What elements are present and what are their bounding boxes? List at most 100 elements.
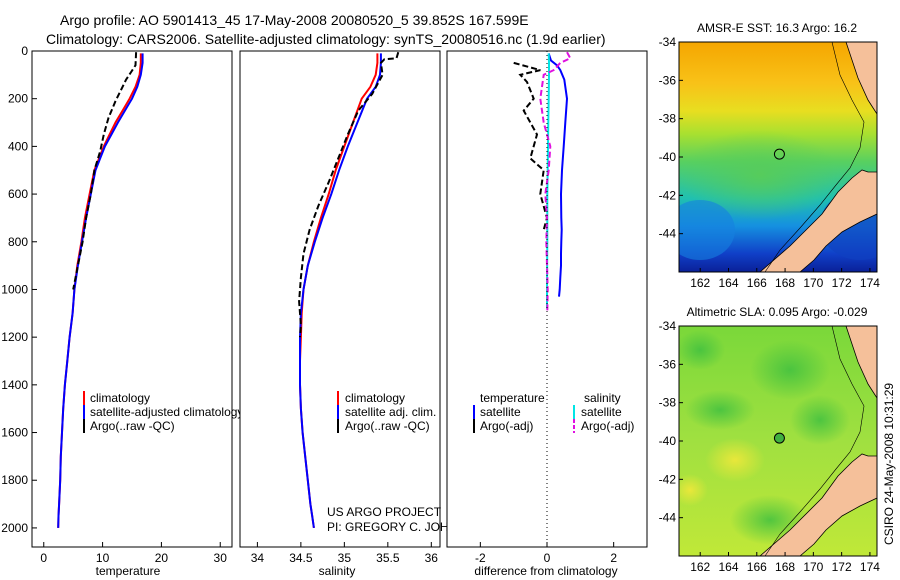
x-tick-label: 34.5 — [289, 551, 313, 565]
y-tick-label: 1400 — [1, 378, 28, 392]
map-y-tick-label: -34 — [659, 35, 677, 49]
title-line-1: Argo profile: AO 5901413_45 17-May-2008 … — [60, 12, 529, 28]
map-x-tick-label: 172 — [832, 560, 852, 574]
y-tick-label: 200 — [8, 92, 28, 106]
x-tick-label: 10 — [96, 551, 110, 565]
salinity-xlabel: salinity — [319, 564, 356, 578]
sla-map-title: Altimetric SLA: 0.095 Argo: -0.029 — [687, 305, 868, 319]
series-line-argo-raw-qc- — [298, 51, 400, 338]
map-x-tick-label: 162 — [690, 276, 710, 290]
map-y-tick-label: -40 — [659, 434, 677, 448]
y-tick-label: 600 — [8, 187, 28, 201]
series-line-temperature-satellite — [547, 53, 569, 297]
series-line-satellite-adj-clim- — [299, 53, 382, 529]
map-y-tick-label: -44 — [659, 511, 677, 525]
y-tick-label: 1800 — [1, 473, 28, 487]
legend-label-sal-argo: Argo(-adj) — [581, 419, 634, 433]
map-x-tick-label: 162 — [690, 560, 710, 574]
legend-label-argo: Argo(..raw -QC) — [345, 419, 430, 433]
map-y-tick-label: -38 — [659, 112, 677, 126]
sla-map-ticks: 162 164 166 168 170 172 174 -34 -36 -38 -40 -42 -44 — [659, 319, 881, 574]
sla-coast-north — [845, 326, 877, 399]
map-x-tick-label: 174 — [860, 560, 880, 574]
temperature-lines — [57, 52, 144, 528]
sst-land — [759, 169, 877, 272]
map-y-tick-label: -34 — [659, 319, 677, 333]
map-x-tick-label: 174 — [860, 276, 880, 290]
legend-header-salinity: salinity — [584, 391, 621, 405]
difference-legend: temperature salinity satellite Argo(-adj… — [473, 391, 634, 433]
series-line-argo-raw-qc- — [72, 52, 138, 290]
map-y-tick-label: -36 — [659, 357, 677, 371]
sla-argo-marker — [773, 432, 785, 444]
map-x-tick-label: 168 — [775, 560, 795, 574]
salinity-lines — [298, 51, 400, 529]
difference-lines — [513, 51, 572, 547]
x-tick-label: 35 — [338, 551, 352, 565]
project-annotation-line-2: PI: GREGORY C. JOHNSON — [327, 520, 483, 534]
map-x-tick-label: 164 — [718, 276, 738, 290]
salinity-legend: climatology satellite adj. clim. Argo(..… — [337, 391, 436, 433]
salinity-axes-frame — [239, 50, 441, 548]
title-line-2: Climatology: CARS2006. Satellite-adjuste… — [46, 31, 606, 47]
salinity-panel: 34 34.5 35 35.5 36 salinity climatology sate… — [239, 50, 483, 578]
map-x-tick-label: 168 — [775, 276, 795, 290]
y-tick-label: 1200 — [1, 330, 28, 344]
x-tick-label: 36 — [425, 551, 439, 565]
map-y-tick-label: -38 — [659, 396, 677, 410]
sla-land — [759, 453, 877, 556]
legend-label-climatology: climatology — [345, 391, 405, 405]
y-tick-label: 800 — [8, 235, 28, 249]
map-y-tick-label: -40 — [659, 150, 677, 164]
difference-ticks: -2 0 2 — [475, 542, 617, 565]
x-tick-label: 20 — [155, 551, 169, 565]
legend-label-satellite-clim: satellite adj. clim. — [345, 405, 436, 419]
y-tick-label: 400 — [8, 139, 28, 153]
legend-label-argo: Argo(..raw -QC) — [90, 419, 175, 433]
project-annotation-line-1: US ARGO PROJECT — [327, 505, 442, 519]
legend-label-temp-satellite: satellite — [480, 405, 521, 419]
salinity-ticks: 34 34.5 35 35.5 36 — [251, 542, 439, 565]
series-line-temperature-argo-adj- — [513, 61, 549, 231]
series-line-salinity-argo-adj- — [539, 51, 572, 311]
map-x-tick-label: 164 — [718, 560, 738, 574]
y-tick-label: 0 — [21, 44, 28, 58]
y-tick-label: 1000 — [1, 282, 28, 296]
map-y-tick-label: -42 — [659, 472, 677, 486]
temperature-panel: 0 10 20 30 0 200 400 600 800 1000 1200 1400 1600 1800… — [1, 44, 243, 578]
x-tick-label: 0 — [544, 551, 551, 565]
x-tick-label: 30 — [214, 551, 228, 565]
sla-map-panel: Altimetric SLA: 0.095 Argo: -0.029 162 16… — [659, 305, 881, 574]
series-line-salinity-satellite — [546, 53, 550, 309]
map-y-tick-label: -36 — [659, 73, 677, 87]
y-tick-label: 2000 — [1, 521, 28, 535]
sst-map-panel: AMSR-E SST: 16.3 Argo: 16.2 162 164 166 168… — [659, 21, 881, 290]
map-x-tick-label: 172 — [832, 276, 852, 290]
legend-label-sal-satellite: satellite — [581, 405, 622, 419]
temperature-ticks: 0 10 20 30 0 200 400 600 800 1000 1200 1400 1600 1800… — [1, 44, 227, 565]
legend-label-temp-argo: Argo(-adj) — [480, 419, 533, 433]
y-tick-label: 1600 — [1, 426, 28, 440]
legend-header-temperature: temperature — [480, 391, 545, 405]
map-y-tick-label: -42 — [659, 188, 677, 202]
temperature-xlabel: temperature — [96, 564, 161, 578]
map-y-tick-label: -44 — [659, 227, 677, 241]
temperature-legend: climatology satellite-adjusted climatolo… — [83, 391, 243, 433]
x-tick-label: -2 — [475, 551, 486, 565]
csiro-timestamp: CSIRO 24-May-2008 10:31:29 — [882, 383, 896, 545]
sst-argo-marker — [773, 148, 785, 160]
x-tick-label: 34 — [251, 551, 265, 565]
temperature-axes-frame — [31, 50, 233, 548]
legend-label-satellite-clim: satellite-adjusted climatology — [90, 405, 243, 419]
legend-label-climatology: climatology — [90, 391, 150, 405]
difference-xlabel: difference from climatology — [474, 564, 617, 578]
x-tick-label: 0 — [40, 551, 47, 565]
difference-panel: -2 0 2 difference from climatology tempera… — [446, 50, 648, 578]
sla-isobath — [764, 326, 865, 556]
map-x-tick-label: 170 — [803, 560, 823, 574]
x-tick-label: 35.5 — [376, 551, 400, 565]
sst-map-ticks: 162 164 166 168 170 172 174 -34 -36 -38 -40 -42 -44 — [659, 35, 881, 290]
map-x-tick-label: 166 — [747, 560, 767, 574]
sla-map-field — [679, 326, 877, 556]
